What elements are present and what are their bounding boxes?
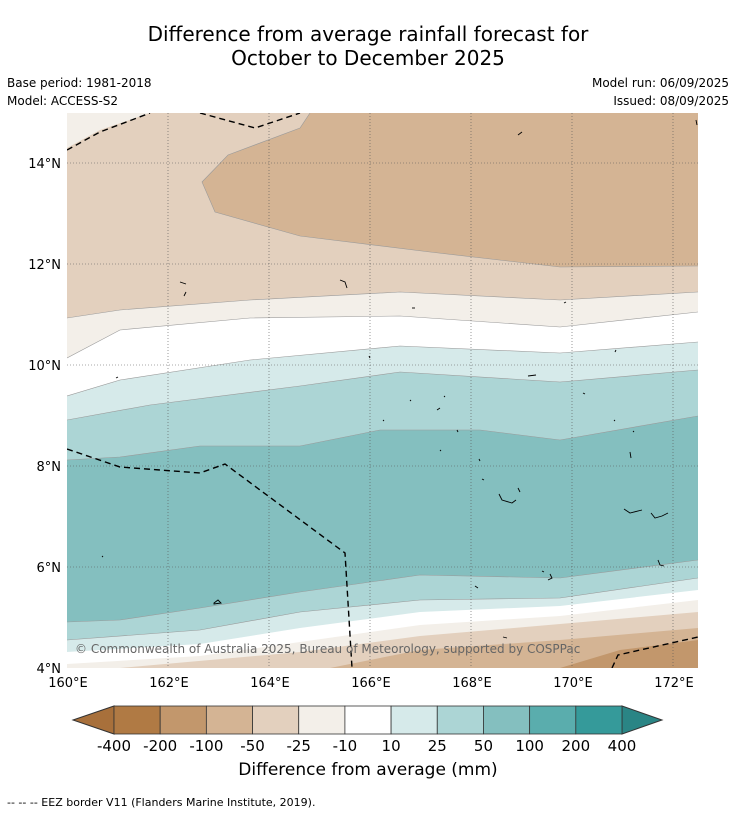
x-tick-label: 164°E (250, 676, 290, 691)
colorbar-tick-label: 200 (561, 737, 590, 755)
colorbar-tick-label: -400 (97, 737, 131, 755)
x-tick-label: 170°E (553, 676, 593, 691)
x-tick-label: 162°E (149, 676, 189, 691)
model-name: Model: ACCESS-S2 (7, 94, 119, 108)
x-tick-label: 166°E (351, 676, 391, 691)
colorbar-cell (159, 705, 207, 735)
colorbar-title: Difference from average (mm) (238, 760, 498, 780)
colorbar-tick-label: 400 (608, 737, 637, 755)
colorbar-cell (529, 705, 577, 735)
eez-border (67, 113, 698, 668)
colorbar-cells (113, 705, 623, 735)
colorbar-cell (113, 705, 161, 735)
colorbar-tick-label: 100 (515, 737, 544, 755)
band-plus-50 (67, 416, 698, 622)
meta-right: Model run: 06/09/2025 Issued: 08/09/2025 (592, 74, 729, 110)
colorbar-left-arrow (71, 705, 115, 735)
islands (101, 119, 698, 639)
colorbar-tick-label: -25 (286, 737, 311, 755)
chart-title: Difference from average rainfall forecas… (0, 22, 736, 70)
y-tick-label: 12°N (28, 258, 61, 273)
colorbar-tick-label: -10 (333, 737, 358, 755)
y-tick-label: 14°N (28, 157, 61, 172)
colorbar-tick-label: 50 (474, 737, 493, 755)
band-minus-100-south (560, 640, 698, 668)
colorbar-tick-label: 10 (382, 737, 401, 755)
base-period: Base period: 1981-2018 (7, 76, 152, 90)
colorbar-right-arrow (621, 705, 664, 735)
axis-labels: 14°N 12°N 10°N 8°N 6°N 4°N 160°E 162°E 1… (28, 157, 694, 691)
title-line-2: October to December 2025 (231, 46, 505, 70)
copyright-text: © Commonwealth of Australia 2025, Bureau… (75, 642, 580, 656)
colorbar-cell (483, 705, 531, 735)
y-tick-label: 8°N (37, 460, 62, 475)
contour-lines (67, 113, 698, 641)
issued-date: Issued: 08/09/2025 (613, 94, 729, 108)
colorbar: -400 -200 -100 -50 -25 -10 10 25 50 100 200 400 (71, 705, 664, 755)
x-tick-label: 168°E (452, 676, 492, 691)
band-minus-50-north (202, 113, 698, 267)
colorbar-cell (344, 705, 392, 735)
colorbar-labels: -400 -200 -100 -50 -25 -10 10 25 50 100 200 400 (97, 737, 636, 755)
y-tick-label: 10°N (28, 359, 61, 374)
x-tick-label: 172°E (654, 676, 694, 691)
colorbar-cell (390, 705, 438, 735)
model-run: Model run: 06/09/2025 (591, 76, 729, 90)
band-minus-10-north (67, 113, 150, 148)
map-plot-area: © Commonwealth of Australia 2025, Bureau… (67, 113, 698, 668)
y-tick-label: 6°N (37, 561, 62, 576)
colorbar-tick-label: -100 (189, 737, 223, 755)
title-line-1: Difference from average rainfall forecas… (147, 22, 589, 46)
gridlines (67, 113, 698, 668)
y-tick-label: 4°N (37, 662, 62, 677)
colorbar-cell (298, 705, 346, 735)
colorbar-tick-label: 25 (428, 737, 447, 755)
colorbar-cell (252, 705, 300, 735)
colorbar-cell (436, 705, 484, 735)
band-minus-10 (67, 292, 698, 358)
colorbar-tick-label: -50 (240, 737, 265, 755)
colorbar-cell (205, 705, 253, 735)
x-tick-label: 160°E (48, 676, 88, 691)
colorbar-cell (575, 705, 623, 735)
meta-left: Base period: 1981-2018 Model: ACCESS-S2 (7, 74, 152, 110)
eez-footnote: -- -- -- EEZ border V11 (Flanders Marine… (7, 796, 316, 809)
colorbar-tick-label: -200 (143, 737, 177, 755)
